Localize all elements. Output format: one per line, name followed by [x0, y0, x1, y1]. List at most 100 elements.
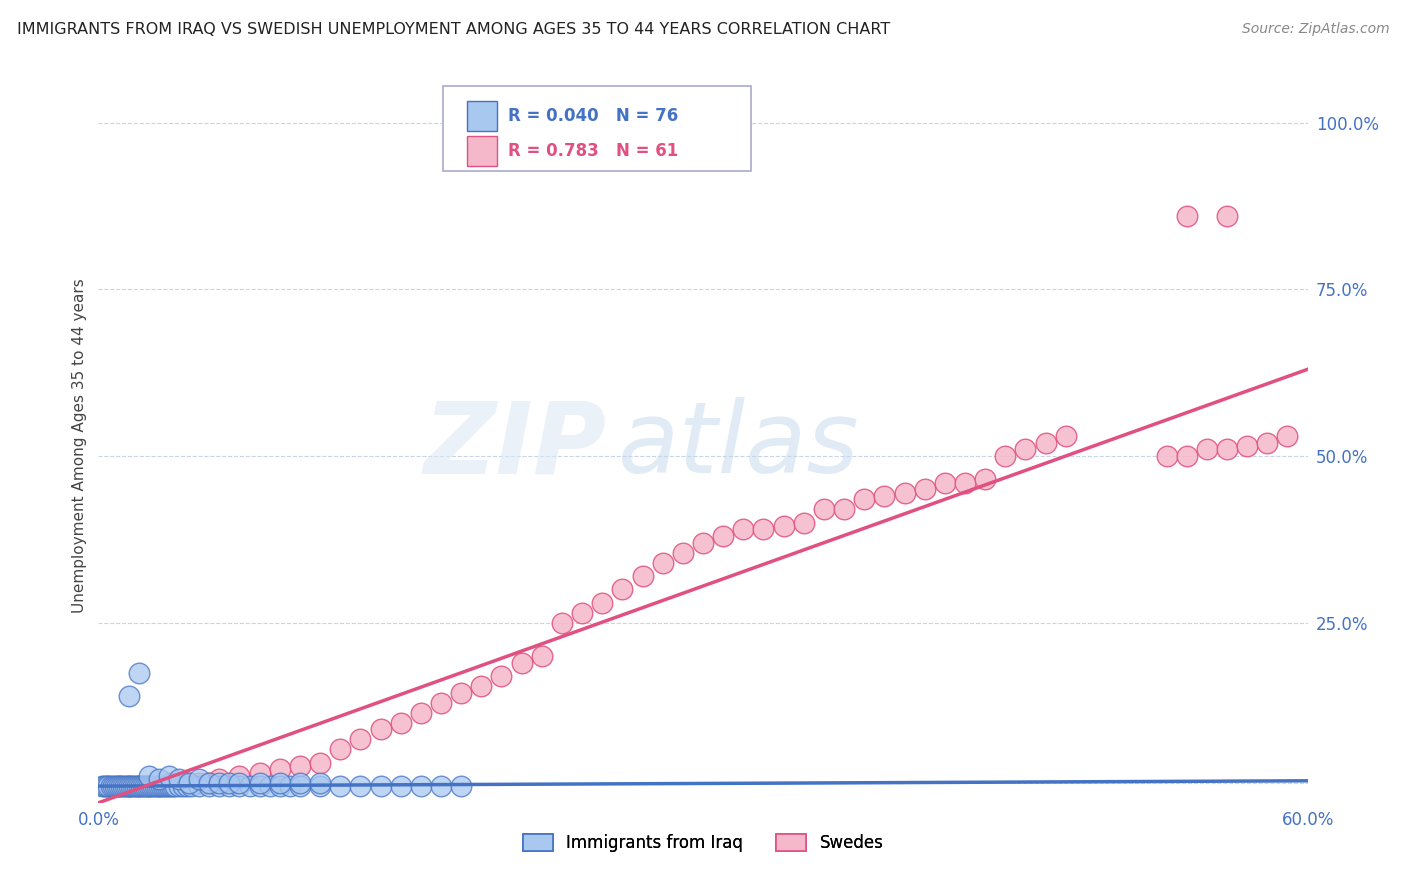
Point	[288, 776, 311, 790]
Point	[288, 759, 311, 773]
Point	[172, 779, 194, 793]
Point	[329, 779, 352, 793]
Point	[101, 779, 124, 793]
Point	[733, 522, 755, 536]
Point	[128, 779, 150, 793]
Point	[105, 779, 128, 793]
Text: R = 0.783   N = 61: R = 0.783 N = 61	[509, 143, 679, 161]
Point	[591, 596, 613, 610]
Point	[288, 779, 311, 793]
Point	[953, 475, 976, 490]
Point	[651, 556, 673, 570]
Point	[124, 779, 146, 793]
Point	[198, 776, 221, 790]
Point	[167, 779, 190, 793]
Point	[176, 779, 198, 793]
Point	[530, 649, 553, 664]
Point	[208, 772, 231, 787]
Text: ZIP: ZIP	[423, 398, 606, 494]
Point	[218, 779, 240, 793]
Point	[692, 535, 714, 549]
Point	[612, 582, 634, 597]
Point	[349, 779, 371, 793]
Point	[711, 529, 734, 543]
Point	[160, 779, 183, 793]
Point	[1216, 209, 1239, 223]
Point	[994, 449, 1017, 463]
Point	[148, 772, 170, 787]
Point	[551, 615, 574, 630]
Point	[228, 776, 250, 790]
Point	[269, 776, 291, 790]
Point	[134, 779, 156, 793]
Point	[118, 689, 141, 703]
Point	[873, 489, 896, 503]
Point	[1014, 442, 1036, 457]
Point	[103, 779, 125, 793]
Point	[793, 516, 815, 530]
Point	[148, 779, 170, 793]
Point	[893, 485, 915, 500]
Point	[138, 779, 160, 793]
Point	[138, 779, 160, 793]
Point	[228, 779, 250, 793]
Point	[198, 776, 221, 790]
Point	[146, 779, 169, 793]
Point	[167, 776, 190, 790]
Point	[128, 665, 150, 680]
Point	[152, 779, 174, 793]
Point	[934, 475, 956, 490]
Point	[1195, 442, 1218, 457]
Point	[269, 779, 291, 793]
Point	[1256, 435, 1278, 450]
Point	[118, 779, 141, 793]
Point	[269, 763, 291, 777]
Point	[470, 679, 492, 693]
Point	[121, 779, 143, 793]
Point	[1054, 429, 1077, 443]
Point	[163, 779, 186, 793]
Point	[180, 779, 202, 793]
Point	[249, 776, 271, 790]
Point	[139, 779, 162, 793]
Point	[349, 732, 371, 747]
Point	[772, 519, 794, 533]
Text: atlas: atlas	[619, 398, 860, 494]
Point	[179, 776, 201, 790]
Point	[107, 779, 129, 793]
Point	[228, 769, 250, 783]
Point	[430, 696, 453, 710]
Point	[188, 779, 211, 793]
Point	[97, 779, 120, 793]
Point	[148, 779, 170, 793]
Point	[162, 779, 184, 793]
Point	[752, 522, 775, 536]
Point	[125, 779, 148, 793]
Point	[370, 779, 392, 793]
Point	[1236, 439, 1258, 453]
Point	[239, 779, 262, 793]
Point	[974, 472, 997, 486]
Point	[1175, 209, 1198, 223]
Point	[110, 779, 132, 793]
Point	[1175, 449, 1198, 463]
Point	[188, 776, 211, 790]
Point	[142, 779, 165, 793]
Point	[157, 776, 180, 790]
Point	[114, 779, 136, 793]
Point	[128, 779, 150, 793]
Point	[118, 779, 141, 793]
Point	[218, 776, 240, 790]
Point	[179, 776, 201, 790]
Text: IMMIGRANTS FROM IRAQ VS SWEDISH UNEMPLOYMENT AMONG AGES 35 TO 44 YEARS CORRELATI: IMMIGRANTS FROM IRAQ VS SWEDISH UNEMPLOY…	[17, 22, 890, 37]
Point	[370, 723, 392, 737]
Point	[111, 779, 134, 793]
Point	[510, 656, 533, 670]
Point	[100, 779, 122, 793]
Point	[143, 779, 166, 793]
Point	[135, 779, 157, 793]
Point	[309, 779, 332, 793]
Point	[278, 779, 301, 793]
Text: R = 0.040   N = 76: R = 0.040 N = 76	[509, 107, 679, 125]
Point	[832, 502, 855, 516]
